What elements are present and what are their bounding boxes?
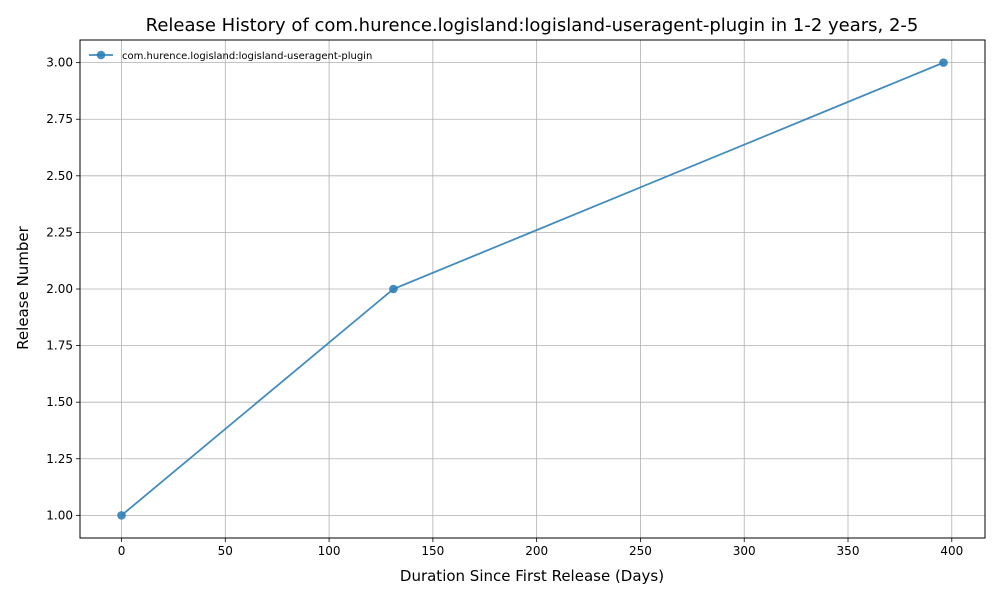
x-tick-label: 150 bbox=[421, 544, 444, 558]
y-tick-label: 1.75 bbox=[46, 339, 73, 353]
x-tick-label: 350 bbox=[837, 544, 860, 558]
legend: com.hurence.logisland:logisland-useragen… bbox=[89, 50, 372, 62]
y-tick-label: 1.25 bbox=[46, 452, 73, 466]
y-tick-label: 3.00 bbox=[46, 56, 73, 70]
series-layer bbox=[117, 58, 948, 520]
axis-ticks: 0 50 100 150 200 250 300 350 400 1.00 1.25 1.50 1.75… bbox=[46, 56, 963, 558]
x-tick-label: 300 bbox=[733, 544, 756, 558]
x-tick-label: 50 bbox=[218, 544, 233, 558]
grid-lines bbox=[80, 40, 985, 538]
x-tick-label: 0 bbox=[118, 544, 126, 558]
y-tick-label: 2.50 bbox=[46, 169, 73, 183]
data-point bbox=[389, 284, 398, 294]
x-tick-label: 200 bbox=[525, 544, 548, 558]
legend-marker bbox=[96, 50, 106, 60]
y-axis-title: Release Number bbox=[14, 225, 32, 349]
data-point bbox=[117, 511, 126, 520]
y-tick-label: 1.00 bbox=[46, 508, 73, 522]
x-tick-label: 100 bbox=[318, 544, 341, 558]
y-tick-label: 2.00 bbox=[46, 282, 73, 296]
legend-label: com.hurence.logisland:logisland-useragen… bbox=[122, 51, 372, 62]
y-tick-label: 2.75 bbox=[46, 112, 73, 126]
y-tick-label: 2.25 bbox=[46, 225, 73, 239]
x-axis-title: Duration Since First Release (Days) bbox=[400, 567, 664, 585]
x-tick-label: 250 bbox=[629, 544, 652, 558]
y-tick-label: 1.50 bbox=[46, 395, 73, 409]
x-tick-label: 400 bbox=[940, 544, 963, 558]
chart-title: Release History of com.hurence.logisland… bbox=[146, 15, 919, 36]
data-point bbox=[939, 58, 948, 67]
